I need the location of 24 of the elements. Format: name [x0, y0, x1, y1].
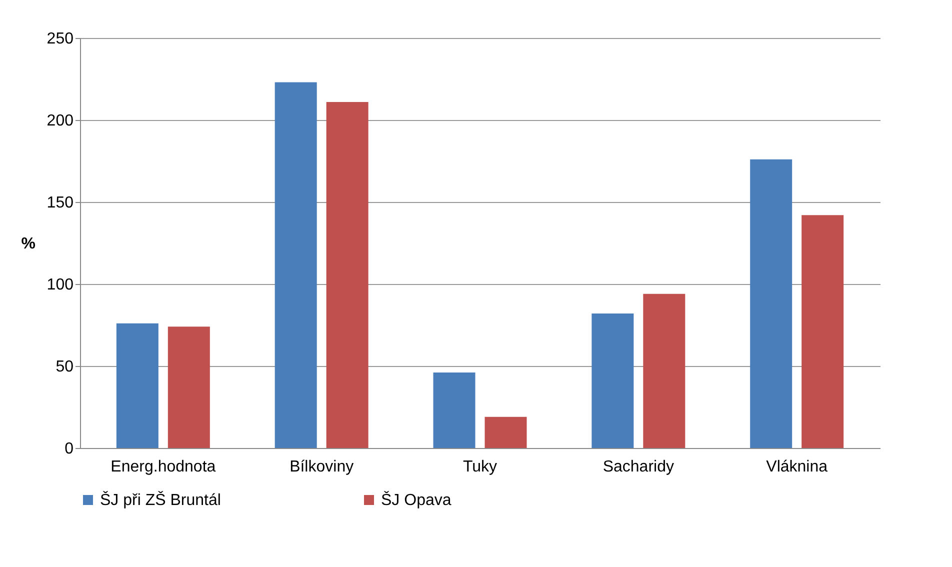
x-tick-label: Tuky: [462, 458, 498, 476]
x-tick-label: Energ.hodnota: [110, 458, 216, 476]
bar: [116, 323, 158, 448]
bar: [433, 372, 476, 448]
x-tick-label: Bílkoviny: [290, 458, 354, 476]
bar: [592, 314, 634, 448]
bar: [802, 215, 844, 448]
bar: [484, 416, 527, 448]
x-tick-label: Vláknina: [766, 458, 828, 476]
bar: [750, 159, 792, 448]
bar: [274, 82, 317, 448]
y-tick-label: 0: [64, 440, 74, 458]
y-tick-label: 150: [46, 194, 74, 212]
y-tick-label: 100: [46, 276, 74, 294]
legend-label: ŠJ při ZŠ Bruntál: [100, 491, 221, 509]
bar: [326, 102, 368, 448]
x-tick-label: Sacharidy: [602, 458, 674, 476]
legend-label: ŠJ Opava: [381, 491, 452, 509]
bar: [168, 326, 210, 448]
y-tick-label: 200: [46, 112, 74, 130]
y-tick-label: 50: [56, 358, 74, 376]
y-tick-label: 250: [46, 30, 74, 48]
y-axis-title: %: [21, 236, 36, 252]
bar: [643, 294, 686, 448]
